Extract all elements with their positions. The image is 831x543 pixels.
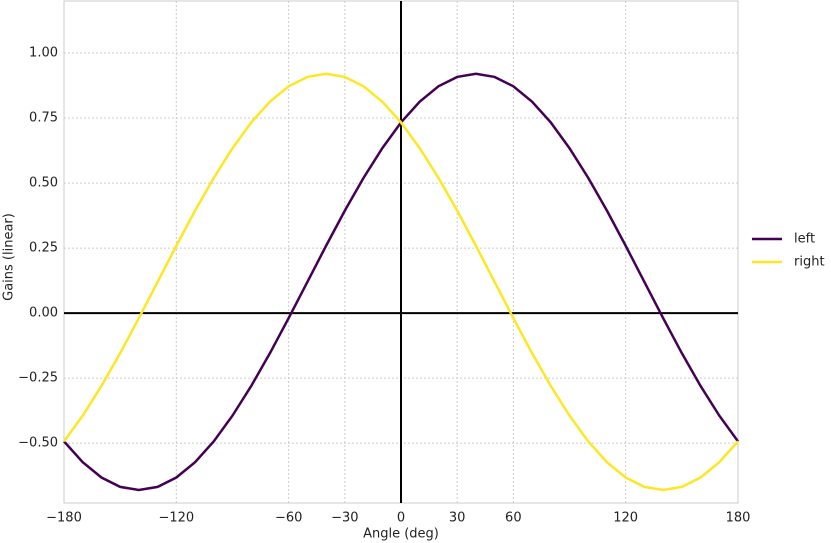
y-tick-label: −0.25 [18, 371, 58, 386]
y-tick-label: 1.00 [29, 46, 58, 61]
x-tick-label: 120 [613, 511, 638, 526]
y-tick-label: 0.25 [29, 241, 58, 256]
x-tick-label: 180 [726, 511, 751, 526]
x-tick-label: 0 [397, 511, 405, 526]
x-axis-label: Angle (deg) [363, 527, 439, 542]
x-tick-label: −60 [275, 511, 302, 526]
y-tick-label: −0.50 [18, 436, 58, 451]
legend-label: right [794, 255, 825, 270]
y-tick-label: 0.00 [29, 306, 58, 321]
y-axis-label: Gains (linear) [2, 213, 17, 301]
x-tick-label: −30 [331, 511, 358, 526]
line [62, 72, 739, 492]
y-tick-label: 0.75 [29, 111, 58, 126]
x-tick-label: −180 [46, 511, 82, 526]
x-tick-label: −120 [158, 511, 194, 526]
legend-label: left [794, 232, 815, 247]
x-tick-label: 60 [505, 511, 522, 526]
x-tick-label: 30 [449, 511, 466, 526]
y-tick-label: 0.50 [29, 176, 58, 191]
